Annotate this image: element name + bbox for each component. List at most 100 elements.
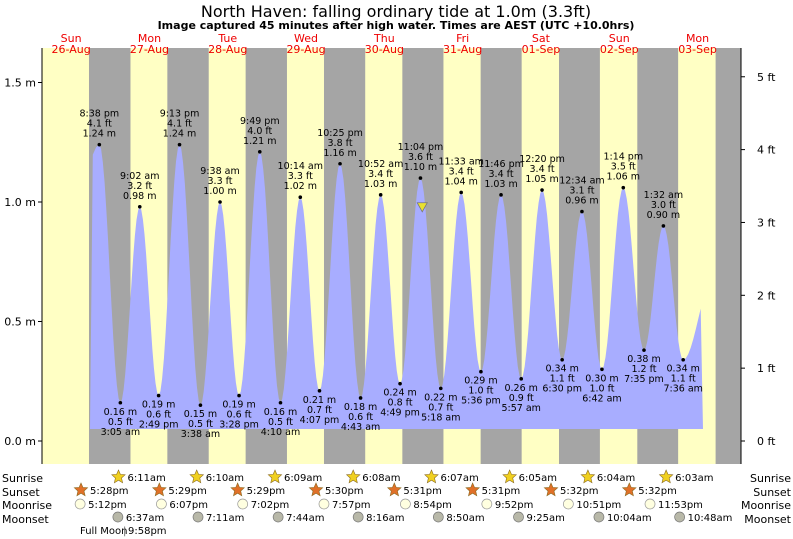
high-tide-label: 3.8 ft (328, 138, 353, 149)
high-tide-label: 0.96 m (565, 196, 598, 207)
moonset-row-label-left: Moonset (2, 513, 49, 526)
low-tide-label: 2:49 pm (139, 420, 179, 431)
night-band (715, 48, 741, 464)
high-tide-label: 10:25 pm (317, 128, 363, 139)
day-name: Sun (61, 32, 82, 45)
tide-point (661, 224, 666, 228)
high-tide-label: 1.05 m (525, 174, 558, 185)
axis-ticks: 0.0 m 0.5 m 1.0 m 1.5 m 0 ft 1 ft 2 ft 3 ft 4 ft… (4, 71, 776, 448)
tide-labels: 8:38 pm4.1 ft1.24 m0.16 m0.5 ft3:05 am9:… (79, 109, 702, 441)
high-tide-label: 9:49 pm (240, 116, 280, 127)
day-name: Mon (686, 32, 709, 45)
low-tide-label: 4:07 pm (300, 415, 340, 426)
low-tide-label: 0.34 m (666, 364, 699, 375)
moonrise-icon (318, 498, 330, 510)
low-tide-label: 0.6 ft (227, 410, 252, 421)
tide-point (218, 200, 222, 204)
high-tide-label: 4.1 ft (87, 119, 112, 130)
sunrise-time: 6:05am (519, 473, 557, 484)
high-tide-label: 10:14 am (278, 161, 323, 172)
low-tide-label: 0.6 ft (348, 412, 373, 423)
sunrise-icon (111, 469, 126, 484)
full-moon-note: Full Moon | 9:58pm (80, 526, 167, 537)
low-tide-label: 0.19 m (142, 400, 175, 411)
high-tide-label: 1.24 m (163, 129, 196, 140)
day-date: 29-Aug (286, 43, 325, 56)
moonrise-time: 5:12pm (88, 500, 127, 511)
low-tide-label: 0.6 ft (146, 410, 171, 421)
high-tide-label: 3.1 ft (569, 186, 594, 197)
tide-point (338, 161, 342, 166)
moonrise-icon (156, 498, 167, 510)
sunrise-time: 6:10am (206, 473, 244, 484)
tide-point (278, 400, 283, 405)
moonrise-time: 10:51pm (576, 500, 621, 511)
tide-area (90, 144, 703, 430)
sunset-icon (465, 482, 481, 497)
low-tide-label: 0.26 m (504, 383, 537, 394)
low-tide-label: 6:30 pm (542, 384, 582, 395)
sunset-time: 5:29pm (247, 486, 286, 497)
high-tide-label: 11:33 am (438, 156, 483, 167)
sunset-time: 5:32pm (560, 486, 599, 497)
high-tide-label: 9:38 am (200, 166, 239, 177)
high-tide-label: 1.03 m (484, 179, 517, 190)
tide-point (519, 377, 524, 381)
day-name: Fri (456, 32, 469, 45)
high-tide-label: 0.98 m (123, 191, 156, 202)
tide-point (479, 369, 483, 374)
tide-point (237, 393, 241, 398)
low-tide-label: 0.38 m (627, 354, 660, 365)
sunset-time: 5:29pm (168, 486, 207, 497)
high-tide-label: 3.5 ft (611, 162, 636, 173)
y-tick-label-ft: 5 ft (757, 71, 776, 84)
tide-point (298, 195, 303, 200)
chart-subtitle: Image captured 45 minutes after high wat… (158, 19, 635, 32)
full-moon-time: 9:58pm (128, 526, 167, 537)
day-name: Mon (138, 32, 161, 45)
low-tide-label: 0.16 m (264, 407, 297, 418)
moonrise-icon (481, 498, 493, 510)
day-date: 01-Sep (522, 43, 561, 56)
moonset-time: 6:37am (126, 513, 164, 524)
high-tide-label: 3.4 ft (530, 164, 555, 175)
day-name: Sun (609, 32, 630, 45)
sunrise-time: 6:03am (675, 473, 713, 484)
high-tide-label: 3.4 ft (489, 169, 514, 180)
sunrise-icon (580, 469, 596, 484)
sunrise-time: 6:09am (284, 473, 322, 484)
day-labels: Sun26-AugMon27-AugTue28-AugWed29-AugThu3… (52, 32, 717, 56)
low-tide-label: 6:42 am (582, 393, 621, 404)
current-tide-marker (416, 202, 428, 213)
tide-point (118, 400, 123, 405)
sunrise-icon (424, 469, 439, 484)
moonset-icon (352, 511, 364, 523)
low-tide-label: 0.30 m (585, 373, 618, 384)
high-tide-label: 1.10 m (404, 162, 437, 173)
high-tide-label: 12:34 am (559, 176, 604, 187)
high-tide-label: 1.03 m (364, 179, 397, 190)
high-tide-label: 1.21 m (243, 136, 276, 147)
high-tide-label: 0.90 m (647, 210, 680, 221)
sunset-icon (543, 482, 559, 497)
low-tide-label: 3:38 am (181, 429, 220, 440)
tide-point (600, 367, 604, 372)
low-tide-label: 5:36 pm (461, 396, 501, 407)
moonrise-icon (237, 498, 249, 510)
moonrise-time: 6:07pm (169, 500, 208, 511)
high-tide-label: 3.4 ft (368, 169, 393, 180)
low-tide-label: 5:18 am (421, 412, 460, 423)
moonrise-icon (562, 498, 574, 510)
low-tide-label: 1.1 ft (550, 374, 575, 385)
high-tide-label: 12:20 pm (519, 154, 565, 165)
day-date: 31-Aug (443, 43, 482, 56)
low-tide-label: 0.9 ft (509, 393, 534, 404)
low-tide-label: 0.29 m (464, 376, 497, 387)
y-tick-label-ft: 2 ft (757, 289, 776, 302)
moonrise-icon (644, 498, 656, 510)
tide-point (540, 188, 544, 192)
low-tide-label: 1.0 ft (589, 383, 614, 394)
y-tick-label-m: 0.0 m (4, 435, 36, 448)
current-marker (416, 202, 428, 213)
header: North Haven: falling ordinary tide at 1.… (158, 2, 635, 32)
